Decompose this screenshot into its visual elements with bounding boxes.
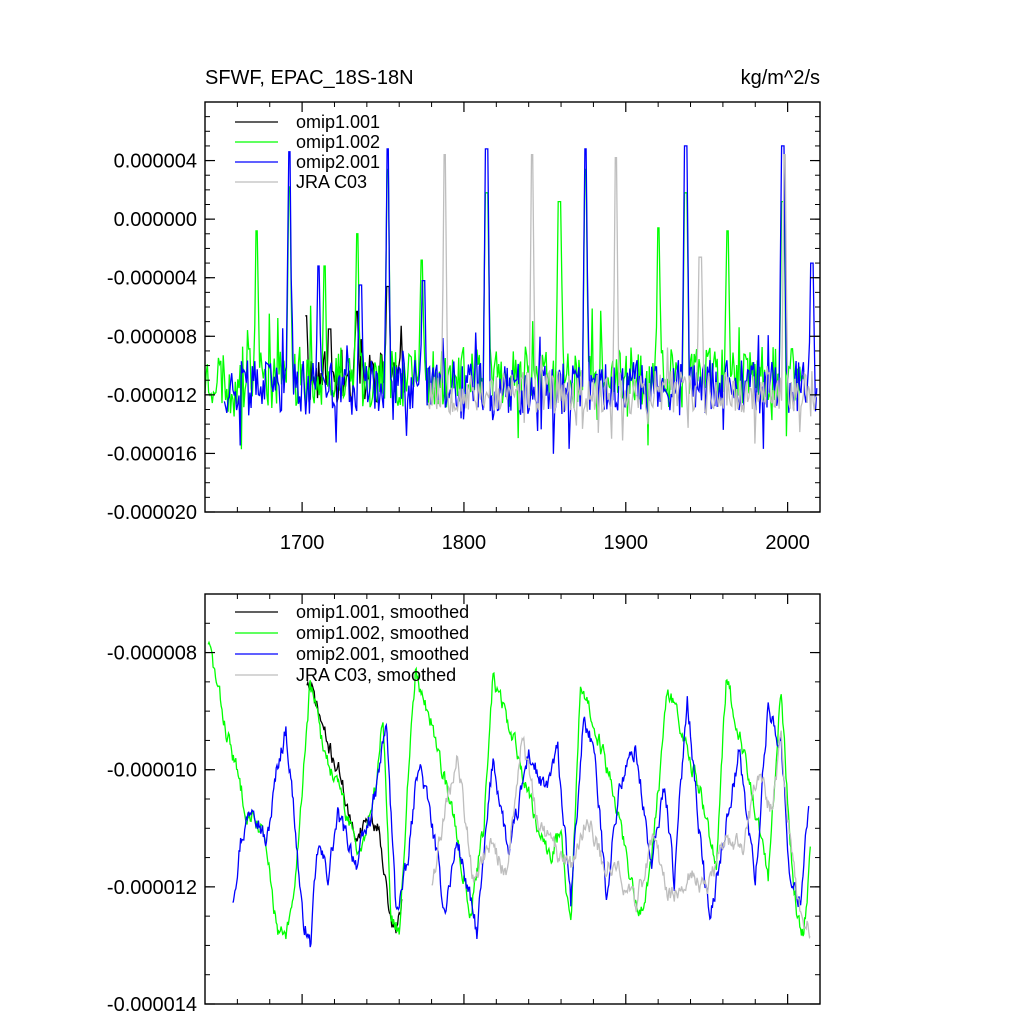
series-line-0 xyxy=(306,679,403,934)
legend-label: omip1.001, smoothed xyxy=(296,602,469,622)
x-tick-label: 1800 xyxy=(442,532,487,554)
legend-label: omip2.001, smoothed xyxy=(296,644,469,664)
legend-label: omip1.002 xyxy=(296,132,380,152)
legend-label: omip2.001 xyxy=(296,152,380,172)
x-tick-label: 1900 xyxy=(604,532,649,554)
legend-label: omip1.002, smoothed xyxy=(296,623,469,643)
bottom-panel: -0.000014 -0.000012 -0.000010 -0.000008 omi… xyxy=(107,593,821,1016)
series-line-3 xyxy=(427,154,818,444)
y-tick-label: -0.000020 xyxy=(107,502,197,524)
top-axes: -0.000020 -0.000016 -0.000012 -0.000008 -0.0… xyxy=(107,101,821,554)
series-line-2 xyxy=(223,145,818,454)
y-tick-label: -0.000012 xyxy=(107,385,197,407)
y-tick-label: -0.000008 xyxy=(107,643,197,665)
x-tick-label: 1700 xyxy=(280,532,325,554)
chart-title: SFWF, EPAC_18S-18N xyxy=(205,67,414,89)
legend-label: JRA C03 xyxy=(296,172,367,192)
y-tick-label: 0.000000 xyxy=(114,209,197,231)
legend-label: omip1.001 xyxy=(296,112,380,132)
legend-label: JRA C03, smoothed xyxy=(296,665,456,685)
y-tick-label: -0.000016 xyxy=(107,443,197,465)
x-tick-label: 2000 xyxy=(765,532,810,554)
top-panel: SFWF, EPAC_18S-18N kg/m^2/s -0.000020-0.… xyxy=(107,67,821,554)
series-line-3 xyxy=(431,730,811,940)
series-line-2 xyxy=(232,696,810,948)
y-tick-label: -0.000004 xyxy=(107,268,197,290)
y-tick-label: -0.000014 xyxy=(107,994,197,1016)
y-tick-label: -0.000012 xyxy=(107,877,197,899)
y-tick-label: 0.000004 xyxy=(114,151,197,173)
series-line-1 xyxy=(207,640,811,940)
y-tick-label: -0.000010 xyxy=(107,760,197,782)
bottom-axes: -0.000014 -0.000012 -0.000010 -0.000008 xyxy=(107,593,821,1016)
y-tick-label: -0.000008 xyxy=(107,326,197,348)
bottom-series-group xyxy=(207,640,811,948)
units-label: kg/m^2/s xyxy=(741,67,820,89)
top-series-group xyxy=(204,145,818,454)
